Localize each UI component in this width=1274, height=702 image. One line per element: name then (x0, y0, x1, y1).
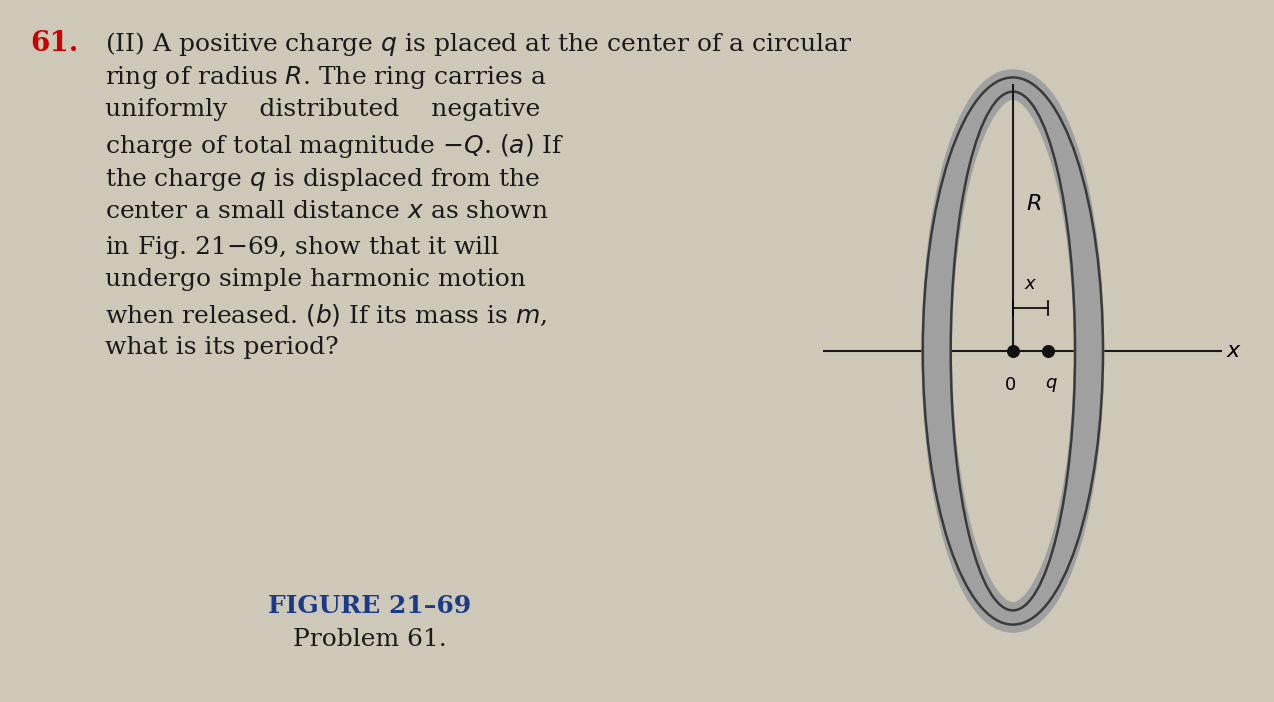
Text: what is its period?: what is its period? (104, 336, 339, 359)
Text: when released. $(b)$ If its mass is $m$,: when released. $(b)$ If its mass is $m$, (104, 302, 548, 328)
Text: 61.: 61. (31, 30, 79, 57)
Text: $0$: $0$ (1004, 376, 1017, 395)
Text: (II) A positive charge $q$ is placed at the center of a circular: (II) A positive charge $q$ is placed at … (104, 30, 852, 58)
Text: center a small distance $x$ as shown: center a small distance $x$ as shown (104, 200, 549, 223)
Text: in Fig. 21$-$69, show that it will: in Fig. 21$-$69, show that it will (104, 234, 499, 261)
Point (1003, 345, 1023, 357)
Text: the charge $q$ is displaced from the: the charge $q$ is displaced from the (104, 166, 540, 193)
Text: $R$: $R$ (1026, 193, 1041, 215)
Text: undergo simple harmonic motion: undergo simple harmonic motion (104, 268, 526, 291)
Point (1038, 345, 1059, 357)
Text: $x$: $x$ (1226, 340, 1242, 362)
Text: uniformly    distributed    negative: uniformly distributed negative (104, 98, 540, 121)
Text: Problem 61.: Problem 61. (293, 628, 447, 651)
Text: $x$: $x$ (1024, 275, 1037, 293)
Text: ring of radius $R$. The ring carries a: ring of radius $R$. The ring carries a (104, 64, 547, 91)
Text: $q$: $q$ (1045, 376, 1057, 395)
Text: FIGURE 21–69: FIGURE 21–69 (269, 594, 471, 618)
Text: charge of total magnitude $-Q$. $(a)$ If: charge of total magnitude $-Q$. $(a)$ If (104, 132, 564, 160)
